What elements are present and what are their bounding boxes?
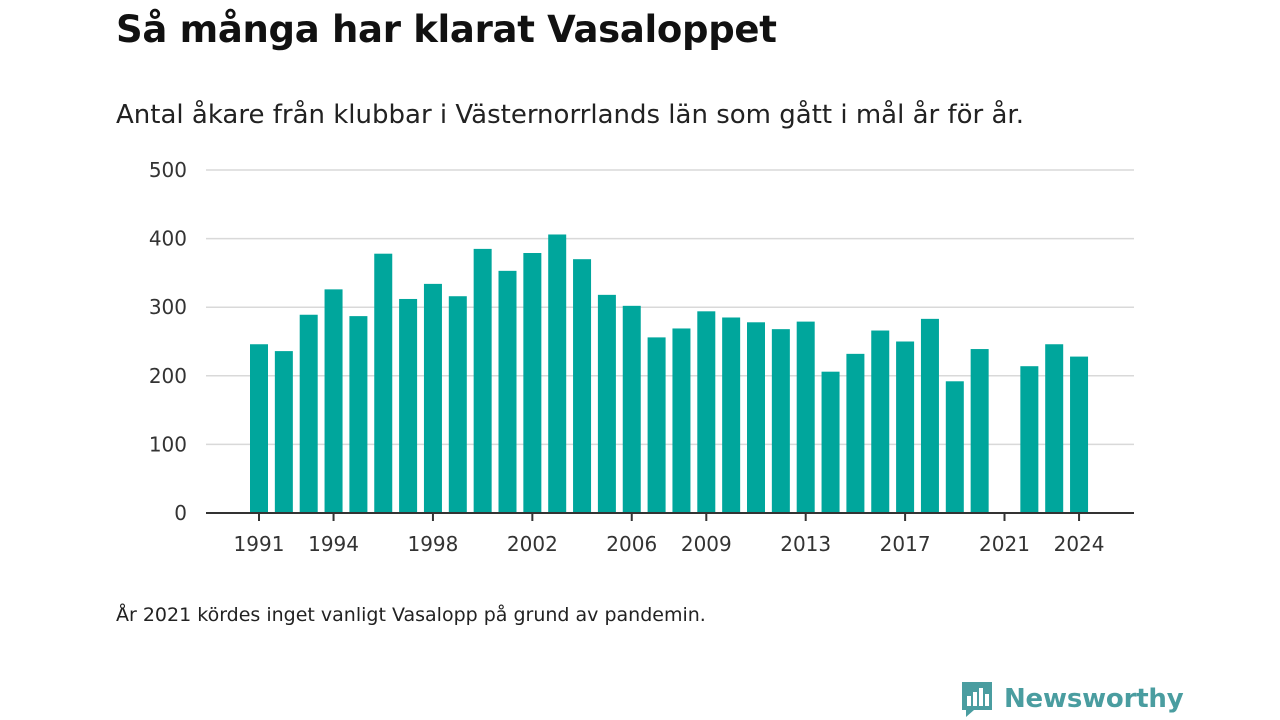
x-tick-label: 2017 xyxy=(880,532,931,556)
bar-1991 xyxy=(250,344,268,513)
bar-2004 xyxy=(573,259,592,513)
x-tick-label: 2009 xyxy=(681,532,732,556)
y-tick-label: 0 xyxy=(174,501,187,525)
x-tick-label: 2002 xyxy=(507,532,558,556)
brand-name: Newsworthy xyxy=(1004,684,1184,714)
x-tick-label: 2024 xyxy=(1054,532,1105,556)
y-tick-label: 400 xyxy=(149,227,187,251)
bar-2022 xyxy=(1020,366,1039,513)
bar-2024 xyxy=(1070,356,1089,513)
bar-2017 xyxy=(896,341,915,513)
bar-2023 xyxy=(1045,344,1064,513)
bar-2000 xyxy=(473,248,492,513)
y-tick-label: 300 xyxy=(149,295,187,319)
bar-2008 xyxy=(672,328,691,513)
chart-subtitle: Antal åkare från klubbar i Västernorrlan… xyxy=(116,100,1024,130)
bar-chart: 0 100 200 300 400 500 1991 1994 1998 2002 2006 2009… xyxy=(149,158,1134,556)
bar-1996 xyxy=(374,253,393,513)
bar-1994 xyxy=(324,289,343,513)
bar-1998 xyxy=(423,283,442,513)
bar-2001 xyxy=(498,270,517,513)
x-tick-label: 2006 xyxy=(606,532,657,556)
bar-2009 xyxy=(697,311,716,513)
footnote: År 2021 kördes inget vanligt Vasalopp på… xyxy=(116,604,706,626)
bar-2016 xyxy=(871,330,890,513)
x-tick-label: 2021 xyxy=(979,532,1030,556)
bar-1993 xyxy=(299,314,318,513)
x-tick-label: 2013 xyxy=(780,532,831,556)
bar-2018 xyxy=(920,318,939,513)
bar-2014 xyxy=(821,371,840,513)
bar-2020 xyxy=(970,349,989,513)
bar-2012 xyxy=(771,329,790,513)
bar-2015 xyxy=(846,353,865,513)
bar-2007 xyxy=(647,337,666,513)
x-tick-label: 1998 xyxy=(407,532,458,556)
bar-2003 xyxy=(548,234,567,513)
newsworthy-logo-icon xyxy=(962,682,992,717)
bar-2002 xyxy=(523,253,542,514)
bar-2011 xyxy=(747,322,765,513)
y-tick-label: 200 xyxy=(149,364,187,388)
y-tick-label: 100 xyxy=(149,432,187,456)
x-tick-label: 1991 xyxy=(234,532,285,556)
brand-logo: Newsworthy xyxy=(960,680,1184,718)
bar-1995 xyxy=(349,316,368,513)
bar-2010 xyxy=(722,317,741,513)
bar-1997 xyxy=(399,298,418,513)
bar-1992 xyxy=(274,351,293,513)
bar-2006 xyxy=(622,305,641,513)
bar-1999 xyxy=(448,296,467,513)
x-tick-label: 1994 xyxy=(308,532,359,556)
y-tick-label: 500 xyxy=(149,158,187,182)
bar-2019 xyxy=(945,381,964,513)
bar-2005 xyxy=(597,294,616,513)
bar-2013 xyxy=(796,321,815,513)
chart-title: Så många har klarat Vasaloppet xyxy=(116,8,777,51)
